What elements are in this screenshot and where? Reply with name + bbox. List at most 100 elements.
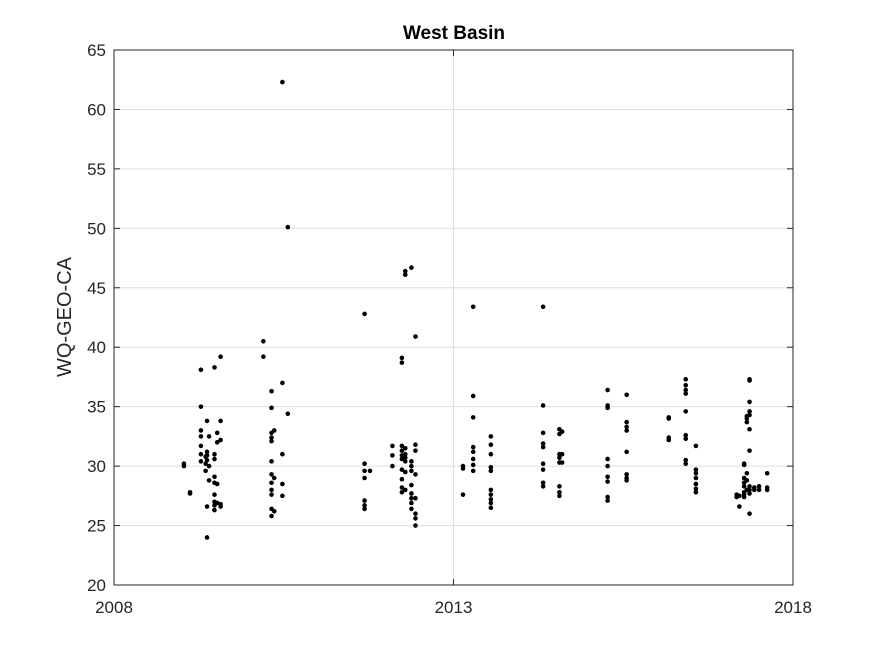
data-point xyxy=(747,511,752,516)
data-point xyxy=(204,535,210,540)
data-point xyxy=(693,470,699,476)
data-point xyxy=(203,468,208,474)
data-point xyxy=(362,311,367,317)
data-point xyxy=(204,504,210,509)
data-point xyxy=(557,489,562,495)
data-point xyxy=(460,466,466,471)
tick-labels: 20 25 30 35 40 45 50 55 60 65 2008 2013 2018 xyxy=(87,41,812,617)
data-point xyxy=(269,388,274,394)
data-point xyxy=(399,485,405,490)
y-tick-label: 50 xyxy=(87,219,106,238)
data-point xyxy=(557,455,562,461)
data-point xyxy=(557,484,562,489)
data-point xyxy=(747,399,752,405)
data-point xyxy=(540,480,546,486)
data-point xyxy=(683,457,689,463)
data-point xyxy=(269,435,274,440)
data-point xyxy=(470,456,476,462)
data-point xyxy=(402,459,408,464)
data-point xyxy=(198,451,204,457)
data-point xyxy=(693,443,699,449)
data-point xyxy=(362,506,367,512)
data-point xyxy=(413,472,418,477)
data-point xyxy=(488,434,494,439)
data-point xyxy=(605,463,610,469)
data-point xyxy=(409,463,414,469)
data-point xyxy=(624,449,629,455)
data-point xyxy=(747,426,752,432)
data-point xyxy=(214,440,220,445)
data-point xyxy=(605,498,610,503)
data-point xyxy=(218,437,223,443)
data-point xyxy=(285,411,291,417)
data-point xyxy=(204,453,210,458)
data-point xyxy=(559,451,565,457)
data-point xyxy=(605,405,610,411)
data-point xyxy=(559,429,565,434)
data-point xyxy=(198,443,204,449)
data-point xyxy=(280,493,285,499)
data-point xyxy=(683,432,689,438)
data-point xyxy=(666,416,672,421)
data-point xyxy=(413,511,418,516)
data-point xyxy=(747,487,752,493)
data-point xyxy=(413,442,418,448)
data-point xyxy=(409,459,414,464)
data-point xyxy=(470,449,476,455)
data-point xyxy=(399,355,405,361)
data-point xyxy=(269,492,274,497)
data-point xyxy=(261,354,266,360)
data-point xyxy=(269,405,274,411)
data-point xyxy=(212,456,217,462)
data-point xyxy=(181,463,187,469)
data-point xyxy=(683,391,689,396)
data-point xyxy=(470,444,476,450)
data-point xyxy=(488,492,494,497)
axes-box xyxy=(113,49,794,586)
data-point xyxy=(271,475,277,481)
data-point xyxy=(399,476,405,482)
data-point xyxy=(409,500,414,506)
data-point xyxy=(204,449,210,455)
data-point xyxy=(683,436,689,442)
data-point xyxy=(198,428,204,433)
data-point xyxy=(693,481,699,487)
data-point xyxy=(367,468,373,474)
data-point xyxy=(402,451,408,457)
data-point xyxy=(362,461,367,467)
data-point xyxy=(557,493,562,499)
x-tick-label: 2008 xyxy=(95,598,133,617)
data-point xyxy=(744,416,750,421)
data-point xyxy=(269,459,274,464)
data-point xyxy=(488,442,494,448)
data-point xyxy=(402,445,408,451)
data-point xyxy=(470,468,476,474)
y-tick-label: 65 xyxy=(87,41,106,60)
data-point xyxy=(605,479,610,484)
data-point xyxy=(605,456,610,462)
data-point xyxy=(747,491,752,496)
data-point xyxy=(402,268,408,274)
data-point xyxy=(198,404,204,409)
data-point xyxy=(280,451,285,457)
data-point xyxy=(470,415,476,420)
y-tick-label: 20 xyxy=(87,576,106,595)
data-point xyxy=(624,472,629,477)
data-point xyxy=(683,461,689,467)
data-point xyxy=(540,304,546,310)
data-point xyxy=(206,434,212,439)
data-point xyxy=(409,491,414,496)
data-point xyxy=(269,513,274,519)
data-point xyxy=(212,492,217,497)
data-point xyxy=(559,460,565,465)
data-point xyxy=(218,504,223,509)
data-point xyxy=(683,377,689,382)
data-point xyxy=(198,367,204,373)
y-axis-label: WQ-GEO-CA xyxy=(54,256,76,377)
data-point xyxy=(470,393,476,399)
data-point xyxy=(540,484,546,489)
data-point xyxy=(756,484,762,489)
data-point xyxy=(540,403,546,408)
data-point xyxy=(269,472,274,477)
